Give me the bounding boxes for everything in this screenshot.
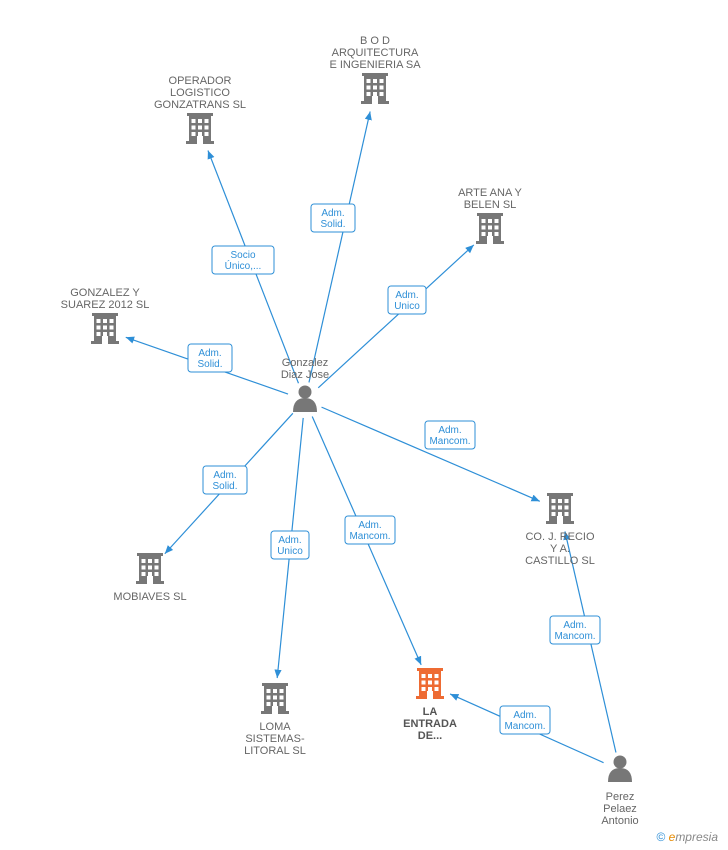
company-node[interactable] bbox=[361, 73, 389, 104]
node-label: SISTEMAS- bbox=[245, 733, 305, 745]
edge bbox=[309, 111, 370, 382]
edge-label-text: Adm. bbox=[513, 710, 536, 721]
company-node[interactable] bbox=[416, 668, 444, 699]
edges-layer bbox=[126, 111, 616, 762]
company-node[interactable] bbox=[91, 313, 119, 344]
building-icon bbox=[186, 113, 214, 144]
edge-label-text: Adm. bbox=[198, 348, 221, 359]
node-label: ARQUITECTURA bbox=[332, 47, 419, 59]
node-label: SUAREZ 2012 SL bbox=[61, 299, 150, 311]
edge-label-text: Socio bbox=[230, 250, 255, 261]
edge-label-text: Solid. bbox=[212, 481, 237, 492]
copyright: © empresia bbox=[656, 830, 718, 844]
node-label: ARTE ANA Y bbox=[458, 187, 522, 199]
edge-label-text: Mancom. bbox=[429, 436, 470, 447]
company-node[interactable] bbox=[186, 113, 214, 144]
node-label: Antonio bbox=[601, 815, 638, 827]
node-label: Perez bbox=[606, 791, 635, 803]
building-icon bbox=[546, 493, 574, 524]
node-label: BELEN SL bbox=[464, 199, 517, 211]
person-icon bbox=[608, 756, 632, 783]
edge-label-text: Adm. bbox=[278, 535, 301, 546]
copyright-symbol: © bbox=[656, 830, 665, 844]
building-icon bbox=[416, 668, 444, 699]
node-label: LA bbox=[423, 706, 438, 718]
node-label: CASTILLO SL bbox=[525, 555, 595, 567]
building-icon bbox=[361, 73, 389, 104]
edge-label-text: Unico bbox=[277, 546, 303, 557]
person-node[interactable] bbox=[293, 386, 317, 413]
edge-label-text: Solid. bbox=[197, 359, 222, 370]
nodes-layer: GonzalezDiaz Jose PerezPelaezAntonio OPERA… bbox=[61, 35, 639, 827]
edge bbox=[318, 245, 474, 388]
node-label: MOBIAVES SL bbox=[113, 591, 186, 603]
node-label: DE... bbox=[418, 730, 442, 742]
node-label: GONZALEZ Y bbox=[70, 287, 140, 299]
network-canvas: GonzalezDiaz Jose PerezPelaezAntonio OPERA… bbox=[0, 0, 728, 850]
building-icon bbox=[136, 553, 164, 584]
edge-label-text: Adm. bbox=[321, 208, 344, 219]
building-icon bbox=[261, 683, 289, 714]
edge-label-text: Mancom. bbox=[554, 631, 595, 642]
node-label: Pelaez bbox=[603, 803, 637, 815]
edge-label-text: Adm. bbox=[213, 470, 236, 481]
node-label: LOGISTICO bbox=[170, 87, 230, 99]
node-label: E INGENIERIA SA bbox=[329, 59, 421, 71]
company-node[interactable] bbox=[136, 553, 164, 584]
node-label: OPERADOR bbox=[169, 75, 232, 87]
company-node[interactable] bbox=[476, 213, 504, 244]
edge-label-text: Unico bbox=[394, 301, 420, 312]
building-icon bbox=[91, 313, 119, 344]
node-label: CO. J. RECIO bbox=[525, 531, 595, 543]
building-icon bbox=[476, 213, 504, 244]
company-node[interactable] bbox=[261, 683, 289, 714]
node-label: B O D bbox=[360, 35, 390, 47]
node-label: Gonzalez bbox=[282, 357, 328, 369]
edge-label-text: Adm. bbox=[395, 290, 418, 301]
node-label: Diaz Jose bbox=[281, 369, 329, 381]
edge-label-text: Único,... bbox=[225, 259, 262, 272]
node-label: LITORAL SL bbox=[244, 745, 306, 757]
edge-labels-layer: SocioÚnico,...Adm.Solid.Adm.UnicoAdm.Sol… bbox=[188, 204, 600, 734]
node-label: GONZATRANS SL bbox=[154, 99, 246, 111]
node-label: ENTRADA bbox=[403, 718, 457, 730]
node-label: LOMA bbox=[259, 721, 291, 733]
edge-label-text: Mancom. bbox=[504, 721, 545, 732]
person-icon bbox=[293, 386, 317, 413]
person-node[interactable] bbox=[608, 756, 632, 783]
edge-label-text: Adm. bbox=[563, 620, 586, 631]
edge-label-text: Solid. bbox=[320, 219, 345, 230]
edge-label-text: Adm. bbox=[358, 520, 381, 531]
brand-rest: mpresia bbox=[675, 830, 718, 844]
node-label: Y A. bbox=[550, 543, 570, 555]
edge-label-text: Adm. bbox=[438, 425, 461, 436]
edge-label-text: Mancom. bbox=[349, 531, 390, 542]
company-node[interactable] bbox=[546, 493, 574, 524]
